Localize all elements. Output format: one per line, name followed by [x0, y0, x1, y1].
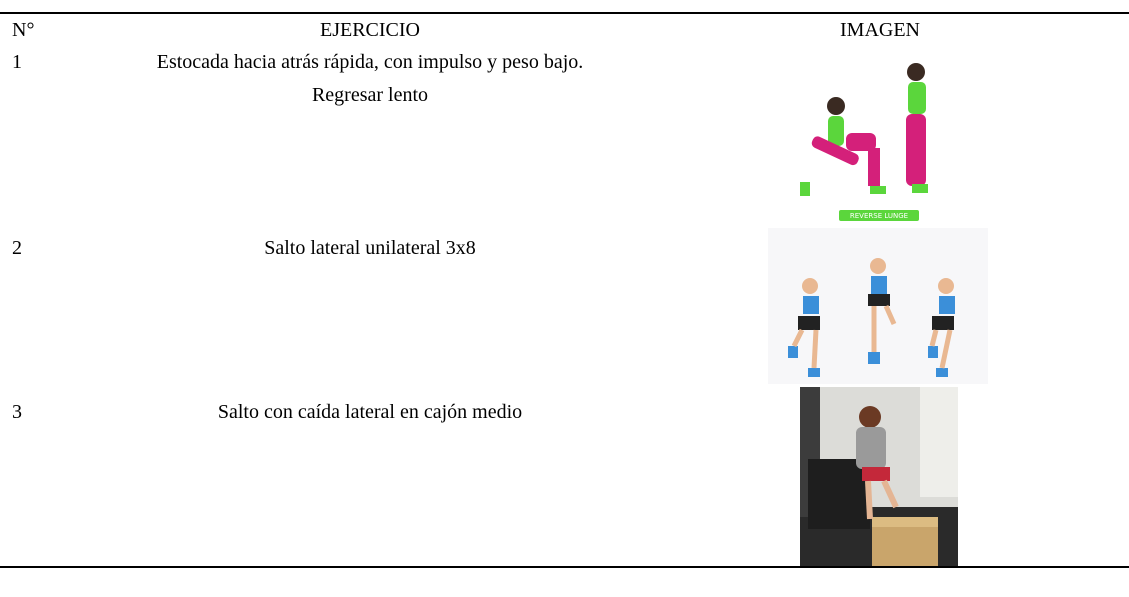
row-number: 3 — [12, 401, 22, 423]
exercise-image — [768, 228, 988, 384]
image-label: REVERSE LUNGE — [850, 212, 908, 220]
header-image: IMAGEN — [840, 19, 920, 41]
top-rule — [0, 12, 1129, 14]
exercise-text: Salto con caída lateral en cajón medio — [217, 401, 523, 423]
exercise-image — [800, 387, 958, 566]
exercise-text: Estocada hacia atrás rápida, con impulso… — [156, 51, 584, 106]
bottom-rule — [0, 566, 1129, 568]
exercise-image: REVERSE LUNGE — [800, 63, 928, 221]
header-exercise: EJERCICIO — [320, 19, 420, 41]
header-number: N° — [12, 19, 35, 41]
row-number: 2 — [12, 237, 22, 259]
exercise-text: Salto lateral unilateral 3x8 — [264, 237, 476, 259]
row-number: 1 — [12, 51, 22, 73]
